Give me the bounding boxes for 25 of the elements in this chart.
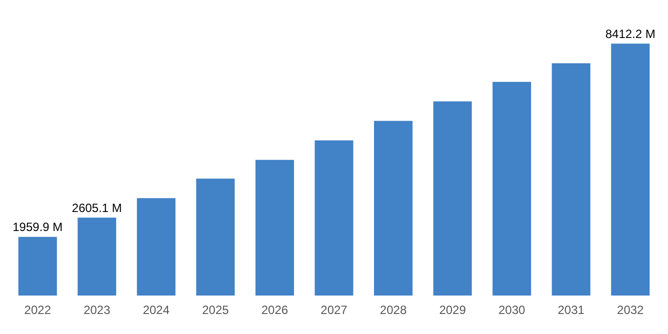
x-tick-label: 2024: [142, 303, 170, 318]
data-label: 1959.9 M: [12, 220, 63, 234]
bar: [78, 218, 116, 296]
x-tick-label: 2028: [380, 303, 407, 318]
data-label: 8412.2 M: [605, 26, 656, 41]
x-tick-label: 2023: [84, 303, 111, 318]
bar: [374, 120, 413, 296]
x-tick-label: 2029: [439, 303, 466, 318]
x-tick-label: 2032: [617, 303, 644, 318]
bar: [314, 140, 354, 296]
x-tick-label: 2026: [261, 303, 288, 318]
bar: [255, 160, 294, 296]
bar: [433, 101, 472, 296]
bar: [492, 82, 532, 296]
x-tick-label: 2027: [320, 303, 348, 318]
data-label: 2605.1 M: [72, 200, 122, 215]
bar: [611, 44, 650, 296]
x-tick-label: 2030: [498, 303, 526, 318]
bar: [552, 63, 590, 296]
bar: [136, 198, 176, 296]
bar: [18, 236, 57, 296]
x-tick-label: 2031: [558, 303, 585, 318]
bar: [196, 178, 235, 296]
x-tick-label: 2025: [202, 303, 230, 318]
x-tick-label: 2022: [24, 303, 52, 318]
